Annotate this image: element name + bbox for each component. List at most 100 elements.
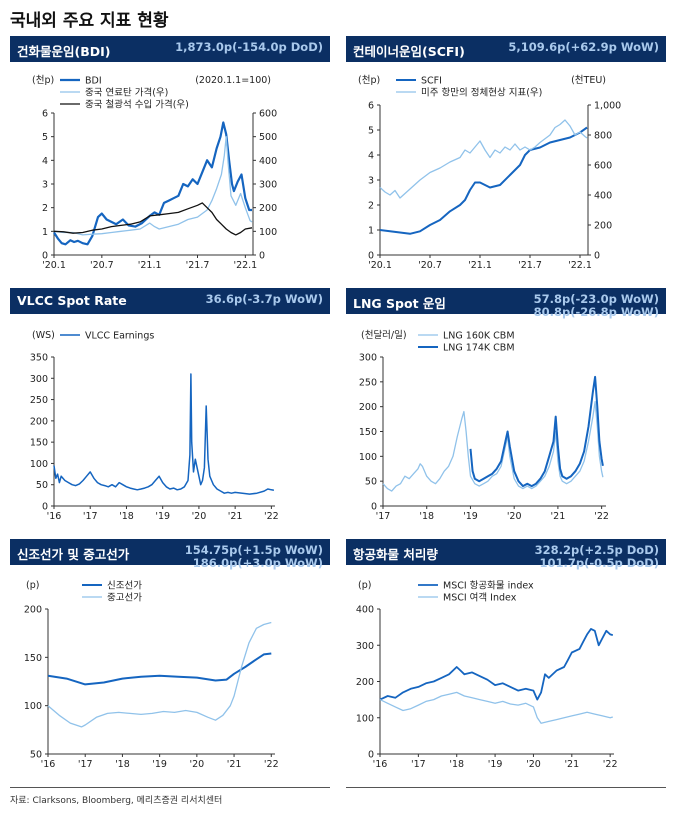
y-right-tick-label: 600 [594,161,612,172]
x-tick-label: '18 [115,759,130,770]
legend-label: 중국 연료탄 가격(우) [85,87,168,99]
source-divider [346,787,666,788]
panel-header: LNG Spot 운임 57.8p(-23.0p WoW) 80.8p(-26.8… [346,288,666,319]
y-right-tick-label: 500 [259,132,277,143]
panel-title: 신조선가 및 중고선가 [17,547,130,562]
page-title: 국내외 주요 지표 현황 [10,11,169,31]
y-tick-label: 200 [356,677,374,688]
panel-value-line: 1,873.0p(-154.0p DoD) [175,40,323,54]
y-tick-label: 250 [359,377,377,388]
y-tick-label: 100 [24,701,42,712]
panel-title: 항공화물 처리량 [353,547,438,562]
y-tick-label: 300 [30,374,48,385]
series-line [379,691,613,724]
y-tick-label: 0 [371,502,377,513]
series-line [379,126,588,235]
x-tick-label: '16 [47,511,62,522]
series-line [379,119,588,199]
left-unit-label: (p) [358,580,371,591]
left-unit-label: (천p) [358,75,380,86]
x-tick-label: '22.1 [233,260,257,271]
left-unit-label: (천p) [32,75,54,86]
x-tick-label: '20 [507,511,522,522]
legend-label: 신조선가 [107,581,142,592]
bdi-chart: 0 1 2 3 4 5 6 0 100 200 300 400 500 600 '20.1 '20.7 '21.… [32,75,277,271]
x-tick-label: '18 [419,511,434,522]
series-line [379,628,614,701]
y-right-tick-label: 200 [259,203,277,214]
y-tick-label: 5 [368,126,374,137]
panel-value-line: 101.7p(-0.5p DoD) [539,556,660,570]
legend-label: LNG 174K CBM [443,343,515,354]
x-tick-label: '19 [488,759,503,770]
y-tick-label: 50 [365,477,377,488]
x-tick-label: '20.1 [368,260,392,271]
series-line [53,202,253,236]
y-right-tick-label: 200 [594,221,612,232]
legend-label: 미주 항만의 정체현상 지표(우) [421,88,542,99]
newbuild-chart: 50 100 150 200 '16 '17 '18 '19 '20 '21 '22 (p) 신조선가중… [24,580,279,770]
source-divider [10,787,330,788]
panel-value: 154.75p(+1.5p WoW) 186.0p(+3.0p WoW) [185,544,323,570]
series-line [382,401,604,492]
y-right-tick-label: 100 [259,227,277,238]
panel-value-line: 186.0p(+3.0p WoW) [192,556,323,570]
legend-label: 중국 철광석 수입 가격(우) [85,99,189,111]
scfi-chart: 0 1 2 3 4 5 6 0 200 400 600 800 1,000 '20.1 '20.7 '21.1… [358,75,621,271]
y-tick-label: 2 [368,201,374,212]
left-unit-label: (WS) [32,330,55,341]
y-right-tick-label: 800 [594,131,612,142]
legend-label: VLCC Earnings [85,331,154,342]
x-tick-label: '21 [551,511,566,522]
y-tick-label: 100 [359,452,377,463]
x-tick-label: '21.1 [468,260,492,271]
y-tick-label: 100 [356,713,374,724]
x-tick-label: '20.7 [90,260,114,271]
panel-header: 건화물운임(BDI) 1,873.0p(-154.0p DoD) [10,36,330,62]
legend-label: LNG 160K CBM [443,331,515,342]
panel-title: LNG Spot 운임 [353,296,446,311]
x-tick-label: '22 [594,511,609,522]
y-right-tick-label: 600 [259,109,277,120]
x-tick-label: '21 [228,511,243,522]
panel-value-line: 5,109.6p(+62.9p WoW) [508,40,659,54]
panel-value: 57.8p(-23.0p WoW) 80.8p(-26.8p WoW) [534,293,659,319]
x-tick-label: '20 [192,511,207,522]
y-tick-label: 1 [368,226,374,237]
legend-label: MSCI 여객 Index [443,592,517,604]
x-tick-label: '19 [152,759,167,770]
panel-value-line: 36.6p(-3.7p WoW) [205,292,323,306]
y-tick-label: 200 [359,402,377,413]
x-tick-label: '17 [78,759,93,770]
y-tick-label: 5 [42,132,48,143]
legend-label: BDI [85,76,102,87]
panel-title: 건화물운임(BDI) [17,44,111,59]
x-tick-label: '18 [119,511,134,522]
x-tick-label: '20.7 [418,260,442,271]
x-tick-label: '22.1 [568,260,592,271]
panel-value: 5,109.6p(+62.9p WoW) [508,41,659,54]
series-line [47,621,272,728]
left-unit-label: (천달러/일) [361,329,407,341]
y-right-tick-label: 400 [259,156,277,167]
y-tick-label: 150 [24,653,42,664]
right-unit-label: (2020.1.1=100) [195,75,271,86]
x-tick-label: '21.1 [138,260,162,271]
x-tick-label: '21 [227,759,242,770]
y-tick-label: 4 [368,151,374,162]
y-tick-label: 50 [36,480,48,491]
y-tick-label: 250 [30,395,48,406]
x-tick-label: '16 [41,759,56,770]
y-tick-label: 0 [42,502,48,513]
x-tick-label: '20.1 [42,260,66,271]
x-tick-label: '18 [449,759,464,770]
panel-value-line: 328.2p(+2.5p DoD) [534,543,659,557]
series-line [53,136,253,236]
x-tick-label: '22 [264,511,279,522]
panel-value-line: 57.8p(-23.0p WoW) [533,292,659,306]
right-unit-label: (천TEU) [571,75,606,86]
legend-label: MSCI 항공화물 index [443,581,534,592]
y-right-tick-label: 300 [259,180,277,191]
x-tick-label: '16 [373,759,388,770]
legend-label: SCFI [421,76,442,87]
